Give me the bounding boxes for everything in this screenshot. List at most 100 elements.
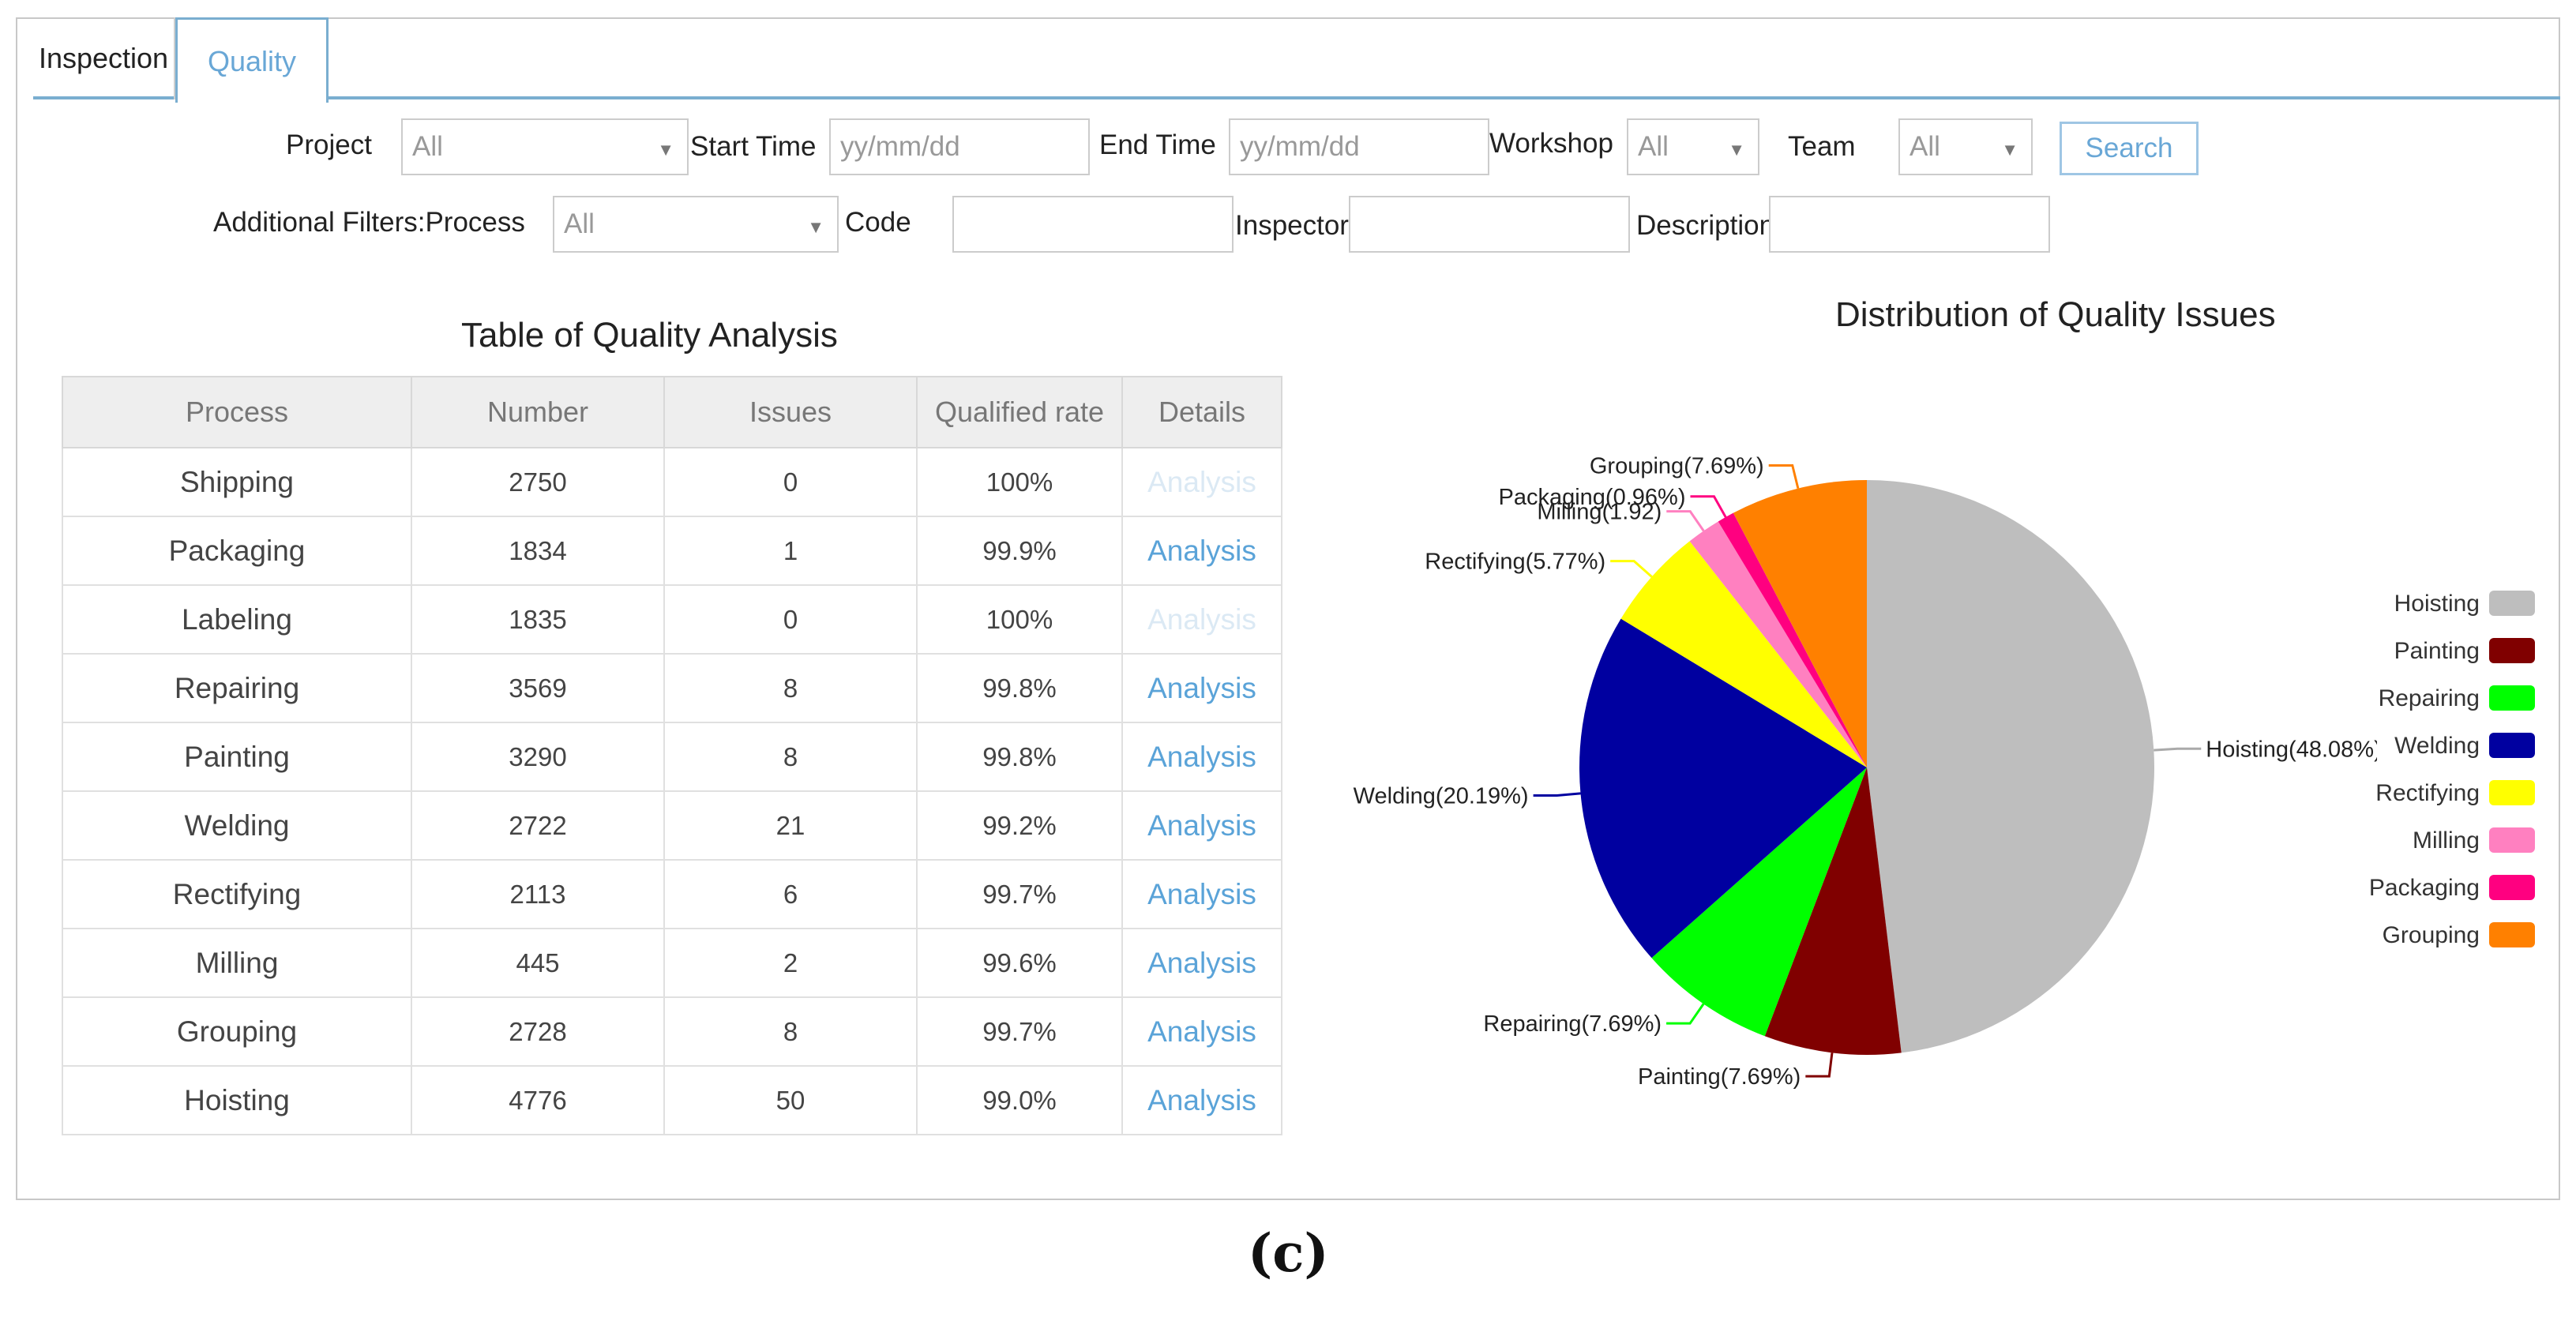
data-label: Grouping(7.69%) [1590,453,1764,478]
table-row: Rectifying 2113 6 99.7% Analysis [62,859,1282,929]
legend-swatch [2489,685,2535,711]
process-cell: Labeling [62,584,412,655]
analysis-link[interactable]: Analysis [1121,1065,1282,1135]
chevron-down-icon: ▼ [807,217,824,237]
legend-item[interactable]: Packaging [2330,869,2535,916]
number-cell: 2722 [411,790,665,861]
legend-item[interactable]: Hoisting [2330,584,2535,632]
table-row: Grouping 2728 8 99.7% Analysis [62,996,1282,1067]
leader-line [1533,792,1581,797]
quality-analysis-table: Process Number Issues Qualified rate Det… [62,376,1282,1135]
start-time-placeholder: yy/mm/dd [840,131,960,162]
pie-slice-painting[interactable] [1764,767,1902,1055]
legend-item[interactable]: Painting [2330,632,2535,679]
column-header-issues: Issues [663,376,918,448]
figure-caption: (c) [1248,1222,1329,1284]
process-select[interactable]: All ▼ [553,196,839,253]
workshop-select[interactable]: All ▼ [1627,118,1759,175]
process-cell: Painting [62,722,412,792]
team-select-value: All [1909,131,1940,162]
legend-swatch [2489,875,2535,900]
leader-line [1690,495,1727,518]
chart-title: Distribution of Quality Issues [1835,295,2276,334]
analysis-link[interactable]: Analysis [1121,790,1282,861]
number-cell: 445 [411,928,665,998]
issues-cell: 8 [663,653,918,723]
inspector-input[interactable] [1349,196,1630,253]
project-select[interactable]: All ▼ [401,118,689,175]
table-row: Milling 445 2 99.6% Analysis [62,928,1282,998]
legend-label: Rectifying [2375,780,2480,806]
tab-inspection[interactable]: Inspection [33,17,175,99]
project-select-value: All [412,131,443,162]
analysis-link[interactable]: Analysis [1121,653,1282,723]
legend-item[interactable]: Welding [2330,726,2535,774]
tab-quality[interactable]: Quality [175,17,329,103]
search-button[interactable]: Search [2060,122,2199,175]
code-input[interactable] [952,196,1234,253]
data-label: Repairing(7.69%) [1483,1011,1662,1037]
end-time-input[interactable]: yy/mm/dd [1229,118,1489,175]
process-cell: Packaging [62,516,412,586]
legend-label: Hoisting [2394,591,2480,617]
analysis-link[interactable]: Analysis [1121,996,1282,1067]
end-time-placeholder: yy/mm/dd [1240,131,1360,162]
issues-cell: 2 [663,928,918,998]
legend-swatch [2489,733,2535,758]
description-label: Description [1636,210,1775,241]
column-header-process: Process [62,376,412,448]
legend-swatch [2489,827,2535,853]
leader-line [2154,747,2202,752]
issues-cell: 8 [663,722,918,792]
legend-swatch [2489,922,2535,947]
table-row: Hoisting 4776 50 99.0% Analysis [62,1065,1282,1135]
table-row: Painting 3290 8 99.8% Analysis [62,722,1282,792]
issues-cell: 1 [663,516,918,586]
pie-slice-grouping[interactable] [1733,480,1867,767]
analysis-link: Analysis [1121,447,1282,517]
table-row: Labeling 1835 0 100% Analysis [62,584,1282,655]
description-input[interactable] [1769,196,2050,253]
legend-item[interactable]: Repairing [2330,679,2535,726]
analysis-link[interactable]: Analysis [1121,928,1282,998]
process-cell: Rectifying [62,859,412,929]
number-cell: 4776 [411,1065,665,1135]
table-row: Repairing 3569 8 99.8% Analysis [62,653,1282,723]
pie-slice-packaging[interactable] [1718,512,1867,767]
issues-cell: 50 [663,1065,918,1135]
legend-swatch [2489,780,2535,805]
legend-item[interactable]: Milling [2330,821,2535,869]
pie-slice-repairing[interactable] [1651,767,1867,1037]
workshop-select-value: All [1638,131,1669,162]
pie-slice-milling[interactable] [1689,521,1867,767]
table-title: Table of Quality Analysis [461,316,838,355]
number-cell: 1834 [411,516,665,586]
process-cell: Grouping [62,996,412,1067]
pie-slice-rectifying[interactable] [1620,541,1867,767]
legend-item[interactable]: Grouping [2330,916,2535,963]
column-header-qualified-rate: Qualified rate [916,376,1123,448]
data-label: Welding(20.19%) [1354,784,1529,809]
issues-cell: 6 [663,859,918,929]
analysis-link[interactable]: Analysis [1121,722,1282,792]
pie-slice-hoisting[interactable] [1867,480,2154,1053]
start-time-label: Start Time [690,131,817,162]
pie-slice-welding[interactable] [1579,618,1867,959]
qualified-rate-cell: 99.8% [916,722,1123,792]
issues-cell: 0 [663,447,918,517]
data-label: Rectifying(5.77%) [1425,550,1605,575]
analysis-link[interactable]: Analysis [1121,859,1282,929]
workshop-label: Workshop [1489,128,1613,159]
project-label: Project [286,129,372,160]
analysis-link: Analysis [1121,584,1282,655]
qualified-rate-cell: 99.6% [916,928,1123,998]
chevron-down-icon: ▼ [657,140,674,159]
start-time-input[interactable]: yy/mm/dd [829,118,1090,175]
legend-item[interactable]: Rectifying [2330,774,2535,821]
analysis-link[interactable]: Analysis [1121,516,1282,586]
column-header-details: Details [1121,376,1282,448]
team-select[interactable]: All ▼ [1898,118,2033,175]
pie-chart: Hoisting(48.08%) Painting(7.69%) Repairing… [1354,453,2377,1090]
column-header-number: Number [411,376,665,448]
number-cell: 1835 [411,584,665,655]
